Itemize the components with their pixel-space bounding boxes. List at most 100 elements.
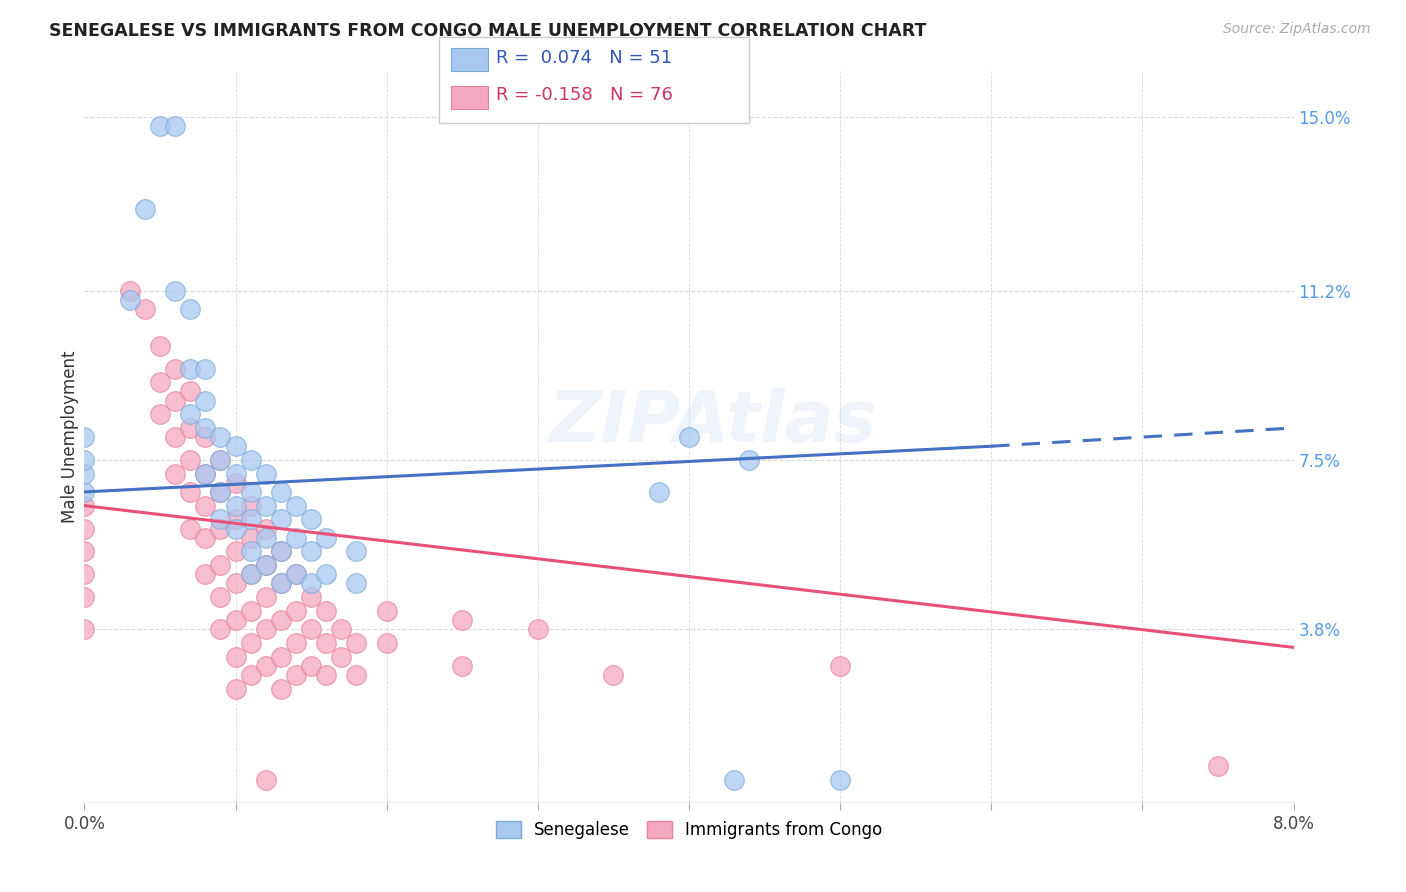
Point <box>285 567 308 582</box>
Point <box>209 485 232 500</box>
Point <box>527 622 550 636</box>
Point <box>830 658 852 673</box>
Point <box>194 467 217 481</box>
Point <box>209 558 232 573</box>
Point <box>209 453 232 467</box>
Point <box>194 467 217 481</box>
Point <box>299 576 322 591</box>
Point <box>285 604 308 618</box>
Point <box>375 604 398 618</box>
Text: SENEGALESE VS IMMIGRANTS FROM CONGO MALE UNEMPLOYMENT CORRELATION CHART: SENEGALESE VS IMMIGRANTS FROM CONGO MALE… <box>49 22 927 40</box>
Text: ZIPAtlas: ZIPAtlas <box>548 388 877 457</box>
Point <box>134 302 156 317</box>
Point <box>149 407 172 421</box>
Point <box>165 284 187 298</box>
Point <box>209 485 232 500</box>
Point <box>165 467 187 481</box>
Point <box>299 590 322 604</box>
Point <box>73 453 96 467</box>
Point <box>73 485 96 500</box>
Point <box>239 667 262 681</box>
Point <box>194 531 217 545</box>
Point <box>179 453 201 467</box>
Point <box>165 393 187 408</box>
Point <box>254 558 277 573</box>
Point <box>254 658 277 673</box>
Point <box>194 499 217 513</box>
Point <box>299 622 322 636</box>
Point <box>723 772 745 787</box>
Point <box>225 521 247 535</box>
Point <box>285 636 308 650</box>
Point <box>118 293 141 307</box>
Point <box>239 499 262 513</box>
Point <box>239 512 262 526</box>
Point <box>73 467 96 481</box>
Point <box>149 338 172 352</box>
Point <box>254 499 277 513</box>
Point <box>118 284 141 298</box>
Point <box>346 636 368 650</box>
Point <box>648 485 671 500</box>
Point <box>270 681 292 696</box>
Point <box>179 521 201 535</box>
Point <box>73 544 96 558</box>
Point <box>225 576 247 591</box>
Point <box>179 384 201 399</box>
Point <box>346 576 368 591</box>
Point <box>225 613 247 627</box>
Point <box>254 772 277 787</box>
Point <box>73 499 96 513</box>
Point <box>738 453 761 467</box>
Point <box>299 658 322 673</box>
Point <box>315 636 337 650</box>
Point <box>239 544 262 558</box>
Point <box>225 467 247 481</box>
Point <box>179 407 201 421</box>
Point <box>225 499 247 513</box>
Point <box>165 361 187 376</box>
Point <box>194 430 217 444</box>
Point <box>149 376 172 390</box>
Point <box>149 120 172 134</box>
Point <box>225 544 247 558</box>
Point <box>73 430 96 444</box>
Point <box>270 544 292 558</box>
Point <box>73 567 96 582</box>
Point <box>165 120 187 134</box>
Point <box>179 421 201 435</box>
Point <box>239 636 262 650</box>
Point <box>678 430 700 444</box>
Point <box>179 485 201 500</box>
Point <box>451 658 474 673</box>
Point <box>239 604 262 618</box>
Point <box>73 521 96 535</box>
Y-axis label: Male Unemployment: Male Unemployment <box>62 351 80 524</box>
Point <box>239 567 262 582</box>
Point <box>254 531 277 545</box>
Point <box>451 613 474 627</box>
Point <box>239 485 262 500</box>
Point <box>225 439 247 453</box>
Point <box>209 590 232 604</box>
Point <box>270 485 292 500</box>
Point <box>346 667 368 681</box>
Point <box>270 576 292 591</box>
Point <box>270 613 292 627</box>
Point <box>254 521 277 535</box>
Point <box>254 467 277 481</box>
Point <box>1206 759 1229 773</box>
Point <box>254 558 277 573</box>
Point <box>73 590 96 604</box>
Point <box>225 681 247 696</box>
Point <box>315 667 337 681</box>
Point <box>209 453 232 467</box>
Point <box>194 421 217 435</box>
Point <box>239 531 262 545</box>
Point <box>270 649 292 664</box>
Point <box>225 649 247 664</box>
Point <box>225 475 247 490</box>
Point <box>346 544 368 558</box>
Point <box>299 544 322 558</box>
Point <box>830 772 852 787</box>
